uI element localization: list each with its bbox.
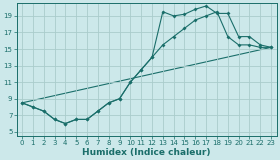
X-axis label: Humidex (Indice chaleur): Humidex (Indice chaleur) <box>82 148 211 156</box>
